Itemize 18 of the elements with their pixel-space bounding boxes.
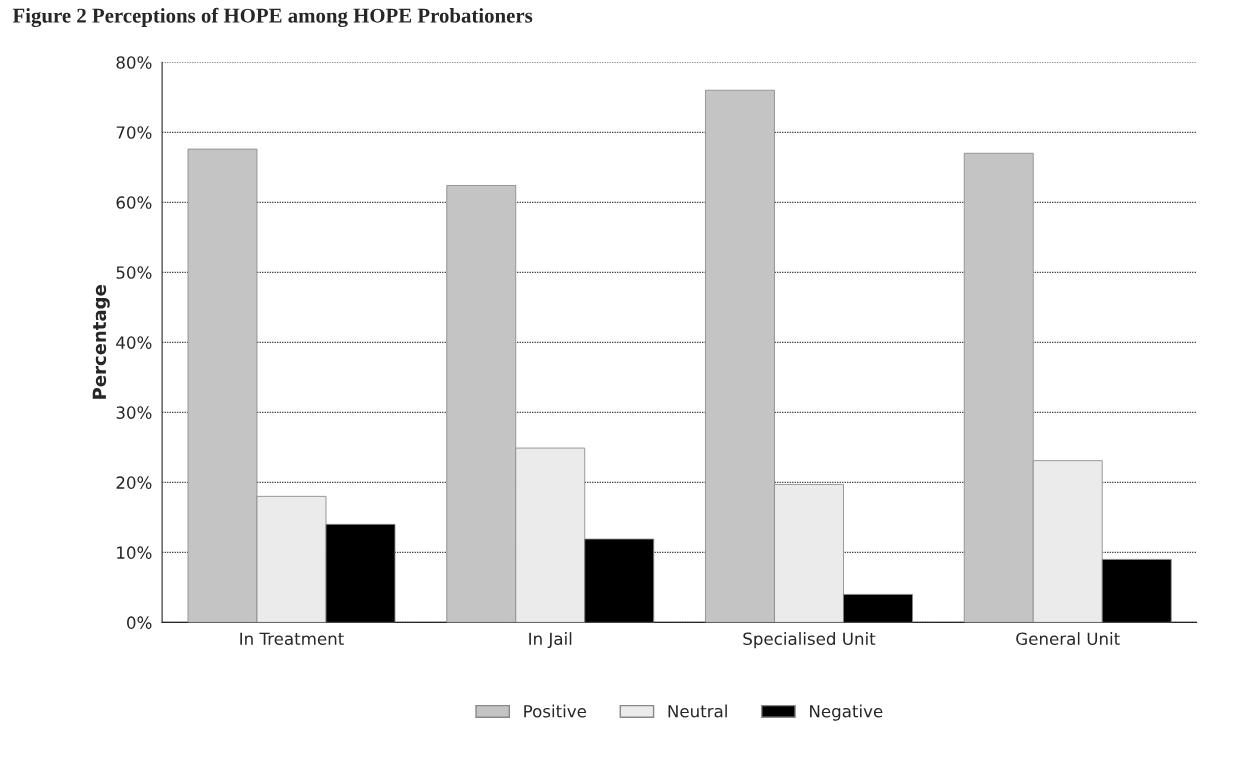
- y-tick-label: 30%: [116, 406, 152, 419]
- y-tick-label: 20%: [116, 476, 152, 489]
- legend-label: Positive: [524, 704, 587, 718]
- legend-label: Neutral: [668, 704, 727, 718]
- x-tick-label: In Treatment: [240, 632, 344, 646]
- legend-label: Negative: [810, 704, 883, 721]
- y-tick-label: 60%: [116, 196, 152, 209]
- y-tick-label: 40%: [116, 336, 152, 349]
- y-tick-label: 50%: [116, 266, 152, 279]
- chart-title: Figure 2 Perceptions of HOPE among HOPE Probationers: [12, 7, 533, 28]
- x-tick-label: General Unit: [1016, 632, 1120, 646]
- y-tick-label: 80%: [116, 56, 152, 69]
- y-axis-title: Percentage: [92, 285, 110, 399]
- x-tick-label: In Jail: [529, 632, 572, 649]
- y-tick-label: 0%: [127, 616, 152, 629]
- x-tick-label: Specialised Unit: [743, 632, 876, 649]
- y-tick-label: 70%: [116, 126, 152, 139]
- y-tick-label: 10%: [117, 546, 152, 559]
